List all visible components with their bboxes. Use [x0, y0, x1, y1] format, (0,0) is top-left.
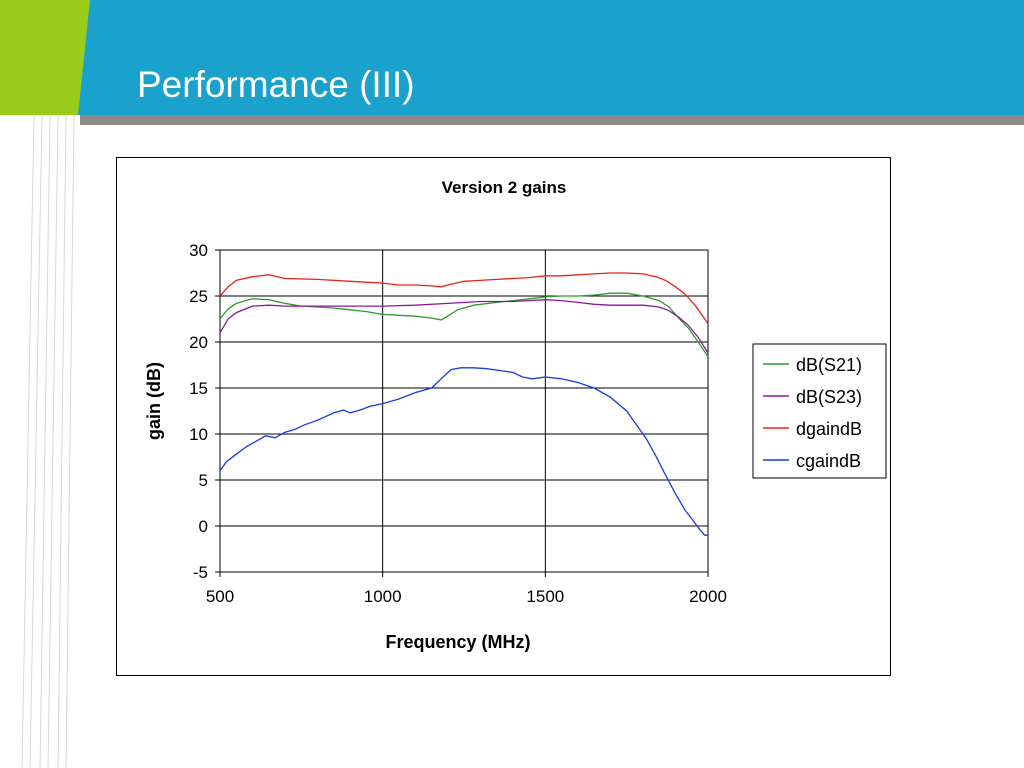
x-tick-label: 2000 — [689, 587, 727, 606]
y-tick-label: -5 — [193, 563, 208, 582]
plot-area — [219, 249, 709, 573]
header-accent-green — [0, 0, 90, 115]
y-tick-label: 10 — [189, 425, 208, 444]
series-line-db-s21- — [219, 292, 709, 358]
x-axis-label: Frequency (MHz) — [385, 632, 530, 652]
legend-label: dB(S21) — [796, 355, 862, 375]
x-tick-label: 1500 — [526, 587, 564, 606]
y-tick-label: 25 — [189, 287, 208, 306]
header-band-blue — [0, 0, 1024, 115]
header-shadow-band — [80, 115, 1024, 125]
x-tick-label: 500 — [206, 587, 234, 606]
y-axis-label: gain (dB) — [144, 362, 164, 440]
series-line-db-s23- — [219, 299, 709, 354]
legend-box — [752, 343, 887, 479]
y-tick-label: 20 — [189, 333, 208, 352]
legend-label: cgaindB — [796, 451, 861, 471]
series-line-dgaindb — [219, 272, 709, 324]
y-tick-label: 30 — [189, 241, 208, 260]
decorative-stripes — [21, 114, 75, 768]
y-tick-label: 15 — [189, 379, 208, 398]
line-chart: -5 0 5 10 15 20 25 30 500 1000 1500 2000 Version 2 g… — [144, 178, 887, 652]
x-tick-label: 1000 — [364, 587, 402, 606]
y-tick-label: 0 — [199, 517, 208, 536]
slide-title: Performance (III) — [137, 64, 415, 105]
y-tick-label: 5 — [199, 471, 208, 490]
chart-title: Version 2 gains — [442, 178, 567, 197]
legend-label: dB(S23) — [796, 387, 862, 407]
legend-label: dgaindB — [796, 419, 862, 439]
series-line-cgaindb — [219, 367, 708, 536]
chart-frame: -5 0 5 10 15 20 25 30 500 1000 1500 2000 Version 2 g… — [116, 157, 891, 676]
